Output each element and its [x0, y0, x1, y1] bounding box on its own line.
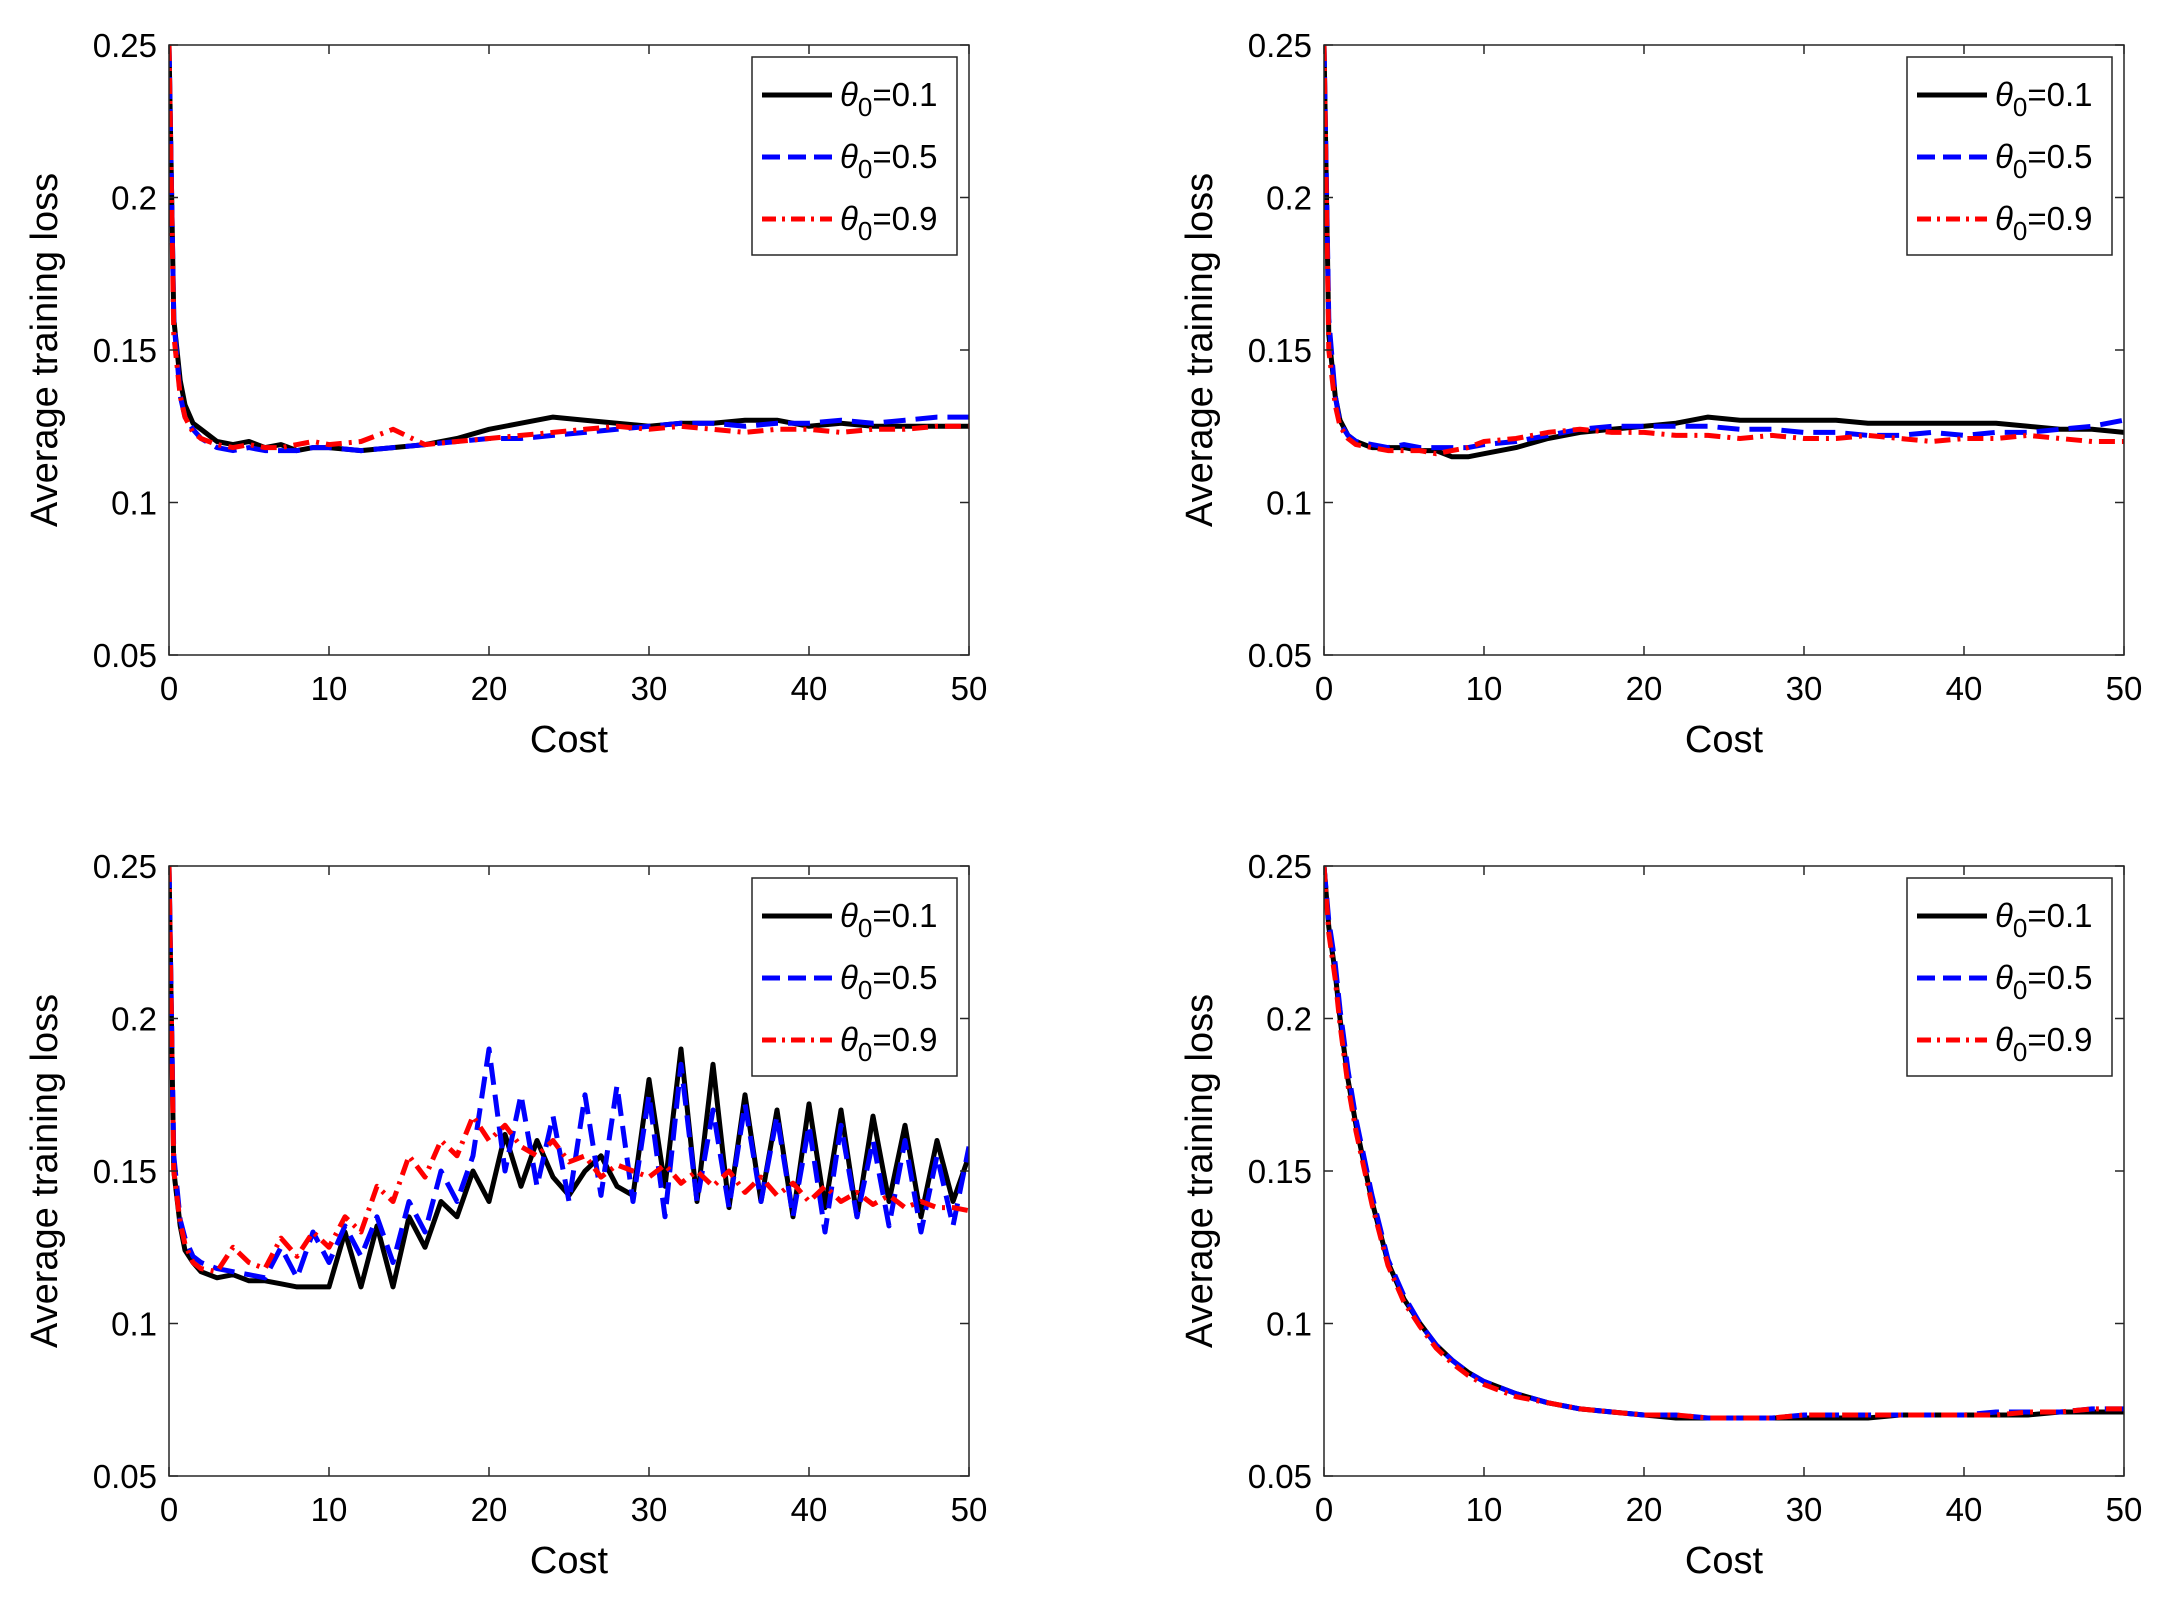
x-axis-label: Cost	[1685, 719, 1764, 761]
x-tick-label: 50	[2106, 670, 2143, 707]
x-tick-label: 0	[160, 670, 178, 707]
x-axis-label: Cost	[530, 1540, 609, 1582]
y-tick-label: 0.05	[1248, 637, 1312, 674]
legend: θ0=0.1 θ0=0.5 θ0=0.9	[751, 56, 958, 256]
x-tick-label: 30	[1786, 1491, 1823, 1528]
series-line-2	[169, 866, 969, 1281]
x-tick-label: 10	[311, 1491, 348, 1528]
x-axis-label: Cost	[530, 719, 609, 761]
legend: θ0=0.1 θ0=0.5 θ0=0.9	[751, 877, 958, 1077]
legend-box	[751, 877, 958, 1077]
y-axis-label: Average training loss	[24, 994, 66, 1348]
legend-label-3: θ0=0.9	[1995, 200, 2093, 246]
legend: θ0=0.1 θ0=0.5 θ0=0.9	[1906, 56, 2113, 256]
x-tick-label: 50	[2106, 1491, 2143, 1528]
x-tick-label: 20	[471, 670, 508, 707]
y-axis-label: Average training loss	[24, 173, 66, 527]
legend-box	[751, 56, 958, 256]
y-tick-label: 0.15	[1248, 332, 1312, 369]
legend-label-3: θ0=0.9	[1995, 1021, 2093, 1067]
legend-box	[1906, 877, 2113, 1077]
x-tick-label: 20	[1626, 1491, 1663, 1528]
y-tick-label: 0.2	[111, 1001, 157, 1038]
y-tick-label: 0.05	[93, 637, 157, 674]
y-tick-label: 0.1	[1266, 485, 1312, 522]
x-tick-label: 50	[951, 1491, 988, 1528]
legend-label-2: θ0=0.5	[1995, 138, 2093, 184]
chart-panel-top-left: 0 10 20 30 40 50 0.05 0.1 0.15 0.2 0.25 Cost Average…	[24, 27, 987, 761]
y-tick-label: 0.25	[1248, 848, 1312, 885]
legend-box	[1906, 56, 2113, 256]
y-tick-label: 0.2	[111, 180, 157, 217]
legend-label-1: θ0=0.1	[840, 76, 938, 122]
x-tick-label: 20	[471, 1491, 508, 1528]
y-tick-label: 0.25	[93, 848, 157, 885]
y-tick-label: 0.05	[1248, 1458, 1312, 1495]
chart-panel-bottom-right: 0 10 20 30 40 50 0.05 0.1 0.15 0.2 0.25 Cost Average…	[1179, 848, 2142, 1582]
chart-panel-bottom-left: 0 10 20 30 40 50 0.05 0.1 0.15 0.2 0.25 Cost Average…	[24, 848, 987, 1582]
series-line-3	[169, 45, 969, 451]
x-tick-label: 30	[631, 670, 668, 707]
legend-label-1: θ0=0.1	[840, 897, 938, 943]
chart-panel-top-right: 0 10 20 30 40 50 0.05 0.1 0.15 0.2 0.25 Cost Average…	[1179, 27, 2142, 761]
x-tick-label: 40	[1946, 670, 1983, 707]
x-tick-label: 40	[791, 670, 828, 707]
y-axis-label: Average training loss	[1179, 994, 1221, 1348]
x-tick-label: 10	[1466, 1491, 1503, 1528]
y-tick-label: 0.15	[93, 332, 157, 369]
x-tick-label: 0	[160, 1491, 178, 1528]
y-tick-label: 0.05	[93, 1458, 157, 1495]
series-line-3	[1324, 866, 2124, 1421]
x-tick-label: 30	[631, 1491, 668, 1528]
series-line-2	[169, 45, 969, 454]
legend-label-2: θ0=0.5	[840, 138, 938, 184]
legend: θ0=0.1 θ0=0.5 θ0=0.9	[1906, 877, 2113, 1077]
x-axis-label: Cost	[1685, 1540, 1764, 1582]
x-tick-label: 0	[1315, 670, 1333, 707]
y-tick-label: 0.15	[1248, 1153, 1312, 1190]
y-tick-label: 0.15	[93, 1153, 157, 1190]
legend-label-2: θ0=0.5	[840, 959, 938, 1005]
series-line-3	[1324, 45, 2124, 457]
y-tick-label: 0.1	[1266, 1306, 1312, 1343]
x-tick-label: 10	[311, 670, 348, 707]
y-axis-label: Average training loss	[1179, 173, 1221, 527]
y-tick-label: 0.1	[111, 1306, 157, 1343]
x-tick-label: 40	[791, 1491, 828, 1528]
y-tick-label: 0.25	[1248, 27, 1312, 64]
x-tick-label: 30	[1786, 670, 1823, 707]
legend-label-3: θ0=0.9	[840, 1021, 938, 1067]
x-tick-label: 50	[951, 670, 988, 707]
legend-label-3: θ0=0.9	[840, 200, 938, 246]
legend-label-1: θ0=0.1	[1995, 76, 2093, 122]
y-tick-label: 0.2	[1266, 1001, 1312, 1038]
x-tick-label: 40	[1946, 1491, 1983, 1528]
y-tick-label: 0.1	[111, 485, 157, 522]
y-tick-label: 0.25	[93, 27, 157, 64]
x-tick-label: 20	[1626, 670, 1663, 707]
y-tick-label: 0.2	[1266, 180, 1312, 217]
legend-label-1: θ0=0.1	[1995, 897, 2093, 943]
series-line-2	[1324, 45, 2124, 451]
x-tick-label: 0	[1315, 1491, 1333, 1528]
x-tick-label: 10	[1466, 670, 1503, 707]
legend-label-2: θ0=0.5	[1995, 959, 2093, 1005]
